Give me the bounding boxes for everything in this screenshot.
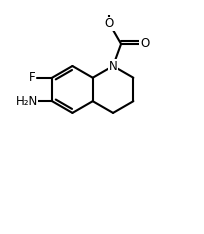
Text: N: N bbox=[109, 59, 118, 73]
Text: O: O bbox=[105, 17, 114, 30]
Text: H₂N: H₂N bbox=[16, 95, 38, 108]
Text: F: F bbox=[29, 71, 35, 84]
Text: O: O bbox=[140, 37, 149, 51]
